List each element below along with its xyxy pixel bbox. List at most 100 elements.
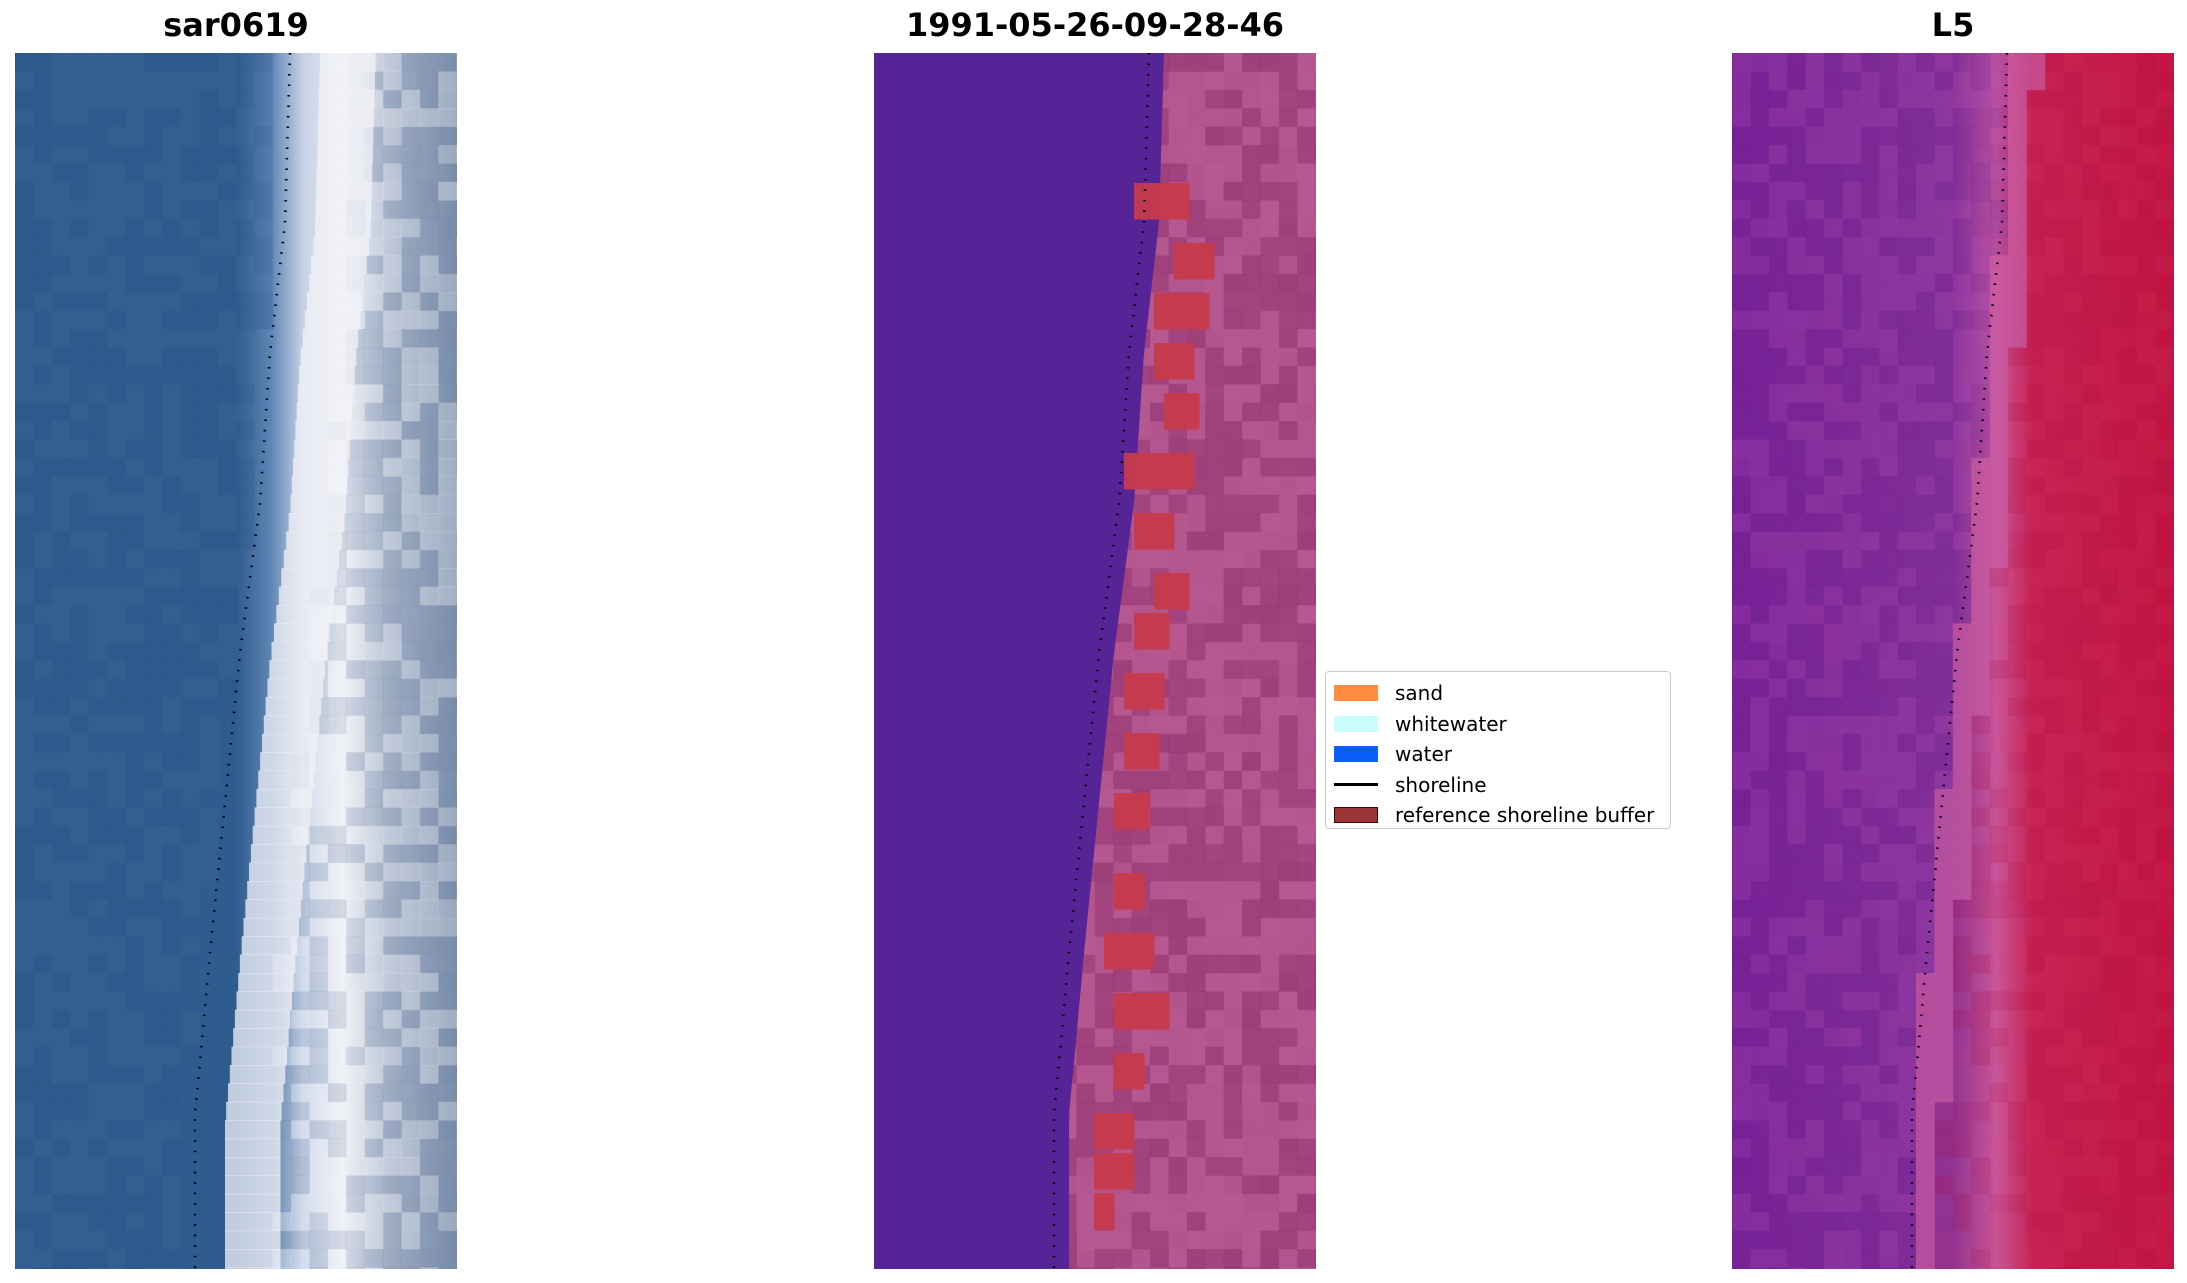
raster-cell	[15, 421, 34, 440]
raster-cell	[1971, 586, 1991, 606]
raster-cell	[291, 1157, 310, 1176]
raster-cell	[2026, 421, 2046, 440]
raster-cell	[1952, 310, 1972, 330]
raster-cell	[401, 568, 421, 588]
raster-cell	[15, 1157, 34, 1176]
raster-cell	[401, 715, 421, 735]
raster-cell	[1278, 89, 1298, 109]
raster-cell	[364, 1157, 384, 1176]
raster-cell	[88, 1212, 108, 1232]
raster-cell	[2081, 752, 2101, 772]
raster-cell	[1916, 697, 1935, 716]
raster-cell	[15, 1065, 34, 1084]
raster-cell	[2155, 200, 2174, 220]
raster-cell	[125, 733, 145, 753]
raster-cell	[107, 789, 126, 808]
raster-cell	[1223, 936, 1243, 956]
raster-cell	[1297, 476, 1316, 496]
raster-cell	[2063, 1193, 2083, 1213]
raster-cell	[51, 770, 71, 790]
raster-cell	[1297, 421, 1316, 440]
raster-cell	[1824, 53, 1843, 72]
raster-cell	[309, 807, 329, 827]
raster-cell	[88, 421, 108, 440]
raster-cell	[1732, 991, 1751, 1011]
raster-cell	[2008, 108, 2027, 128]
raster-cell	[1971, 1249, 1991, 1268]
raster-cell	[1186, 1175, 1206, 1195]
raster-cell	[2063, 549, 2083, 569]
raster-cell	[1278, 1083, 1298, 1103]
raster-cell	[143, 1212, 163, 1232]
raster-cell	[180, 660, 200, 680]
raster-cell	[346, 1157, 366, 1176]
raster-cell	[107, 844, 126, 864]
raster-cell	[2044, 365, 2064, 385]
raster-cell	[51, 549, 71, 569]
raster-cell	[70, 1028, 90, 1048]
raster-cell	[33, 1212, 53, 1232]
raster-cell	[70, 733, 90, 753]
raster-cell	[1168, 807, 1188, 827]
raster-cell	[1094, 825, 1114, 845]
raster-cell	[2008, 384, 2027, 404]
raster-cell	[88, 641, 108, 661]
raster-cell	[2155, 862, 2174, 882]
raster-cell	[51, 715, 71, 735]
whitewater-band	[286, 531, 342, 551]
raster-cell	[2136, 936, 2156, 956]
raster-cell	[33, 1120, 53, 1140]
raster-cell	[1205, 917, 1225, 937]
raster-cell	[107, 568, 126, 588]
raster-cell	[2118, 807, 2138, 827]
raster-cell	[1971, 108, 1991, 128]
raster-cell	[1278, 789, 1298, 808]
raster-cell	[1934, 1046, 1954, 1066]
raster-cell	[162, 402, 182, 422]
raster-cell	[51, 145, 71, 164]
raster-cell	[1186, 641, 1206, 661]
raster-cell	[2063, 936, 2083, 956]
raster-cell	[15, 476, 34, 496]
raster-cell	[364, 715, 384, 735]
raster-cell	[1805, 163, 1825, 183]
raster-cell	[1952, 1009, 1972, 1029]
raster-cell	[125, 329, 145, 348]
raster-cell	[2136, 1046, 2156, 1066]
raster-cell	[2008, 568, 2027, 588]
raster-cell	[1897, 1120, 1917, 1140]
raster-cell	[419, 770, 439, 790]
raster-cell	[1916, 770, 1935, 790]
raster-cell	[1150, 1175, 1169, 1195]
raster-cell	[217, 623, 237, 643]
raster-cell	[1787, 807, 1807, 827]
raster-cell	[1860, 237, 1880, 256]
raster-cell	[2155, 770, 2174, 790]
raster-cell	[125, 623, 145, 643]
raster-cell	[1971, 1212, 1991, 1232]
raster-cell	[1750, 660, 1770, 680]
raster-cell	[143, 954, 163, 974]
raster-cell	[162, 347, 182, 367]
raster-cell	[15, 292, 34, 312]
raster-cell	[1971, 660, 1991, 680]
raster-cell	[419, 71, 439, 91]
raster-cell	[1897, 329, 1917, 348]
raster-cell	[1260, 421, 1280, 440]
raster-cell	[1223, 365, 1243, 385]
raster-cell	[2044, 457, 2064, 477]
raster-cell	[1860, 1249, 1880, 1268]
buffer-cell	[1164, 393, 1200, 430]
raster-cell	[2081, 421, 2101, 440]
raster-cell	[1842, 991, 1862, 1011]
raster-cell	[1242, 531, 1261, 551]
raster-cell	[2118, 476, 2138, 496]
raster-cell	[1242, 145, 1261, 164]
raster-cell	[199, 549, 218, 569]
raster-cell	[1916, 531, 1935, 551]
raster-cell	[33, 1230, 53, 1250]
raster-cell	[1787, 605, 1807, 624]
raster-cell	[1168, 218, 1188, 238]
raster-cell	[2155, 1009, 2174, 1029]
raster-cell	[70, 163, 90, 183]
